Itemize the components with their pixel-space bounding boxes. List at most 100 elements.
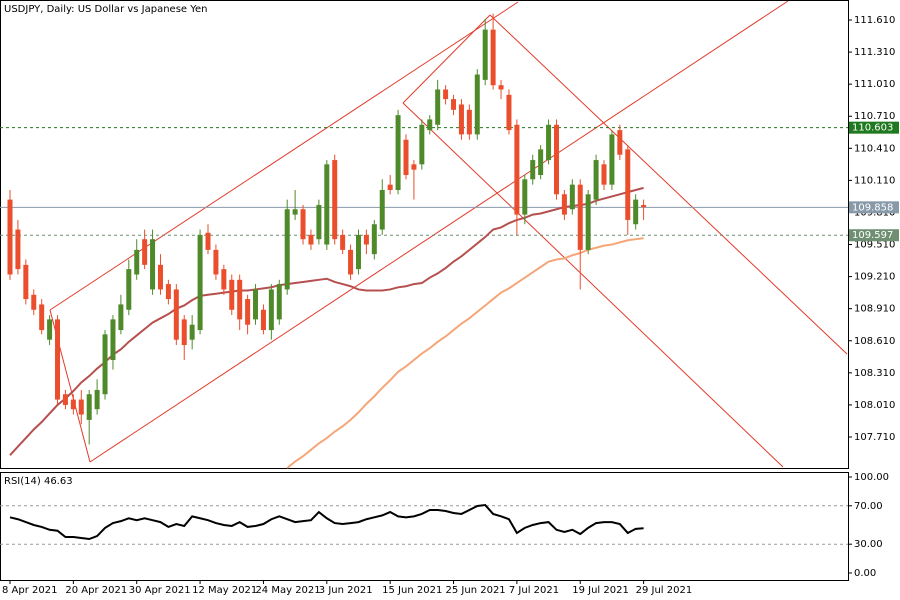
candle-body [601, 164, 607, 185]
candle-body [363, 234, 369, 245]
candle-body [189, 324, 195, 340]
candle-body [268, 289, 274, 331]
x-tick-label: 12 May 2021 [192, 585, 257, 596]
candle-body [253, 289, 259, 320]
y-tick-label: 108.610 [854, 336, 895, 347]
candle-body [530, 160, 536, 180]
candle-body [411, 164, 417, 170]
candle-body [387, 184, 393, 191]
x-tick-label: 19 Jul 2021 [572, 585, 629, 596]
candle-body [70, 399, 76, 410]
candle-body [86, 394, 92, 420]
y-tick-label: 110.710 [854, 111, 895, 122]
candle-body [126, 269, 132, 310]
candle-body [284, 209, 290, 290]
candle-body [165, 284, 171, 300]
candle-body [94, 389, 100, 410]
x-tick-label: 3 Jun 2021 [319, 585, 373, 596]
y-tick-label: 109.510 [854, 240, 895, 251]
moving-average [286, 237, 644, 469]
level-label: 109.597 [852, 230, 893, 241]
x-tick-label: 24 May 2021 [255, 585, 320, 596]
candle-body [15, 229, 21, 270]
candle-body [641, 204, 647, 208]
y-tick-label: 111.610 [854, 15, 895, 26]
candle-body [403, 139, 409, 176]
candle-body [466, 109, 472, 135]
candle-body [55, 319, 61, 400]
x-tick-label: 20 Apr 2021 [65, 585, 127, 596]
candle-body [514, 124, 520, 215]
channel-upper [49, 1, 519, 311]
candle-body [324, 164, 330, 245]
candle-body [546, 124, 552, 161]
candle-body [181, 319, 187, 346]
candle-body [237, 279, 243, 320]
candle-body [245, 299, 251, 325]
candle-body [451, 99, 457, 110]
y-tick-label: 110.410 [854, 143, 895, 154]
candle-body [348, 249, 354, 275]
level-label: 109.858 [852, 202, 893, 213]
candle-body [292, 209, 298, 215]
x-tick-label: 8 Apr 2021 [2, 585, 57, 596]
y-tick-label: 108.310 [854, 368, 895, 379]
level-label-bg [849, 201, 899, 214]
candle-body [308, 234, 314, 245]
y-tick-label: 110.110 [854, 175, 895, 186]
rsi-panel [0, 472, 849, 581]
candle-body [490, 29, 496, 86]
level-label-bg [849, 229, 899, 242]
candle-body [118, 304, 124, 331]
y-tick-label: 108.010 [854, 400, 895, 411]
candle-body [300, 209, 306, 240]
candle-body [47, 319, 53, 340]
candle-body [419, 124, 425, 165]
x-tick-label: 7 Jul 2021 [509, 585, 559, 596]
candle-body [482, 29, 488, 80]
candle-body [506, 94, 512, 131]
price-panel [0, 0, 849, 469]
channel-lower [89, 0, 789, 463]
candle-body [276, 284, 282, 320]
candle-body [435, 89, 441, 125]
candle-body [522, 179, 528, 215]
candle-body [625, 149, 631, 220]
x-tick-label: 15 Jun 2021 [382, 585, 442, 596]
rsi-line [9, 503, 644, 541]
candle-body [609, 134, 615, 185]
candle-body [538, 149, 544, 176]
candle-body [78, 399, 84, 415]
candle-body [102, 334, 108, 395]
y-tick-label: 100.00 [854, 472, 889, 483]
candle-body [31, 294, 37, 310]
candle-body [498, 85, 504, 90]
candle-body [395, 115, 401, 191]
candle-body [427, 119, 433, 131]
candle-body [617, 130, 623, 155]
candle-body [561, 194, 567, 215]
candle-body [39, 304, 45, 331]
y-tick-label: 111.010 [854, 79, 895, 90]
candle-body [340, 234, 346, 250]
level-label: 110.603 [852, 123, 893, 134]
x-tick-label: 30 Apr 2021 [129, 585, 191, 596]
y-tick-label: 107.710 [854, 432, 895, 443]
candle-body [332, 160, 338, 240]
candle-body [150, 239, 156, 290]
chart-title: USDJPY, Daily: US Dollar vs Japanese Yen [4, 4, 208, 15]
candle-body [355, 234, 361, 270]
down-channel-lower [402, 102, 784, 468]
candle-body [379, 190, 385, 230]
candle-body [569, 184, 575, 210]
candle-body [577, 184, 583, 250]
candle-body [7, 199, 13, 275]
candle-body [221, 269, 227, 290]
rsi-title: RSI(14) 46.63 [4, 476, 73, 487]
candle-body [173, 289, 179, 340]
candle-body [62, 394, 68, 405]
candle-body [553, 124, 559, 195]
x-tick-label: 25 Jun 2021 [446, 585, 506, 596]
